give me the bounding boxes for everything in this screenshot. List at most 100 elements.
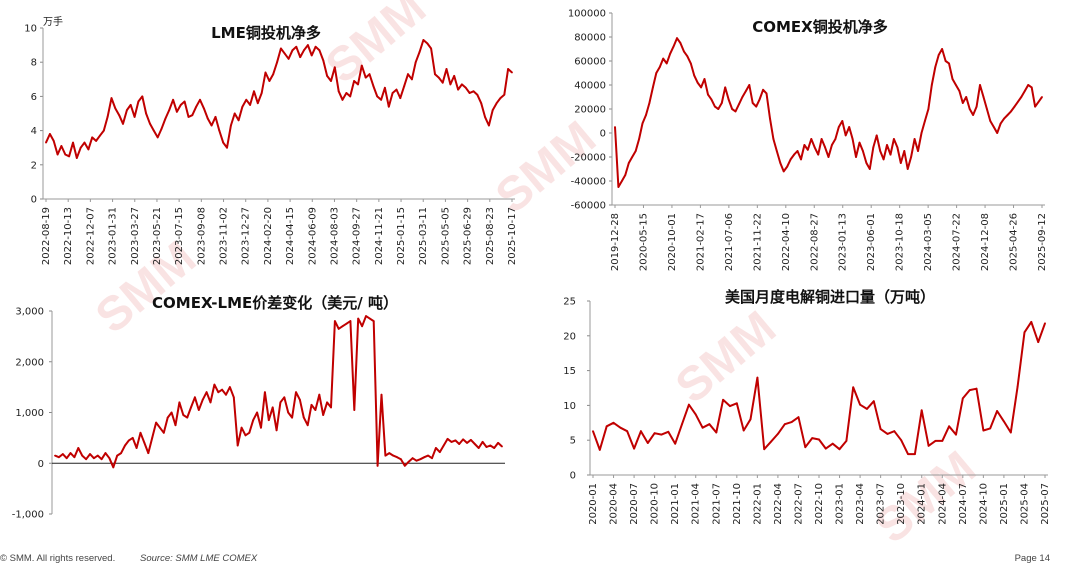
data-point — [233, 112, 236, 115]
data-point — [714, 105, 716, 108]
data-point — [831, 442, 834, 445]
data-point — [418, 51, 421, 53]
data-point — [310, 54, 313, 57]
chart-title: 美国月度电解铜进口量（万吨） — [725, 288, 935, 306]
data-point — [765, 92, 768, 95]
data-point — [626, 430, 629, 433]
data-point — [395, 88, 398, 91]
data-point — [627, 162, 630, 164]
data-point — [818, 438, 820, 441]
data-point — [1013, 105, 1016, 108]
data-point — [314, 45, 317, 48]
data-point — [686, 55, 689, 58]
data-point — [166, 416, 169, 419]
data-point — [276, 61, 278, 64]
x-tick-label: 2023-07-15 — [174, 207, 185, 265]
data-point — [206, 117, 209, 120]
data-point — [493, 447, 496, 449]
data-point — [112, 466, 115, 469]
data-point — [941, 440, 944, 442]
data-point — [446, 438, 449, 440]
data-point — [889, 153, 892, 156]
data-point — [380, 98, 382, 101]
data-point — [811, 437, 814, 439]
data-point — [681, 423, 683, 426]
data-point — [824, 146, 826, 149]
data-point — [900, 439, 903, 442]
data-point — [624, 174, 627, 176]
data-point — [145, 112, 148, 115]
y-tick-label: 40000 — [574, 81, 606, 92]
data-point — [612, 421, 615, 424]
data-point — [306, 424, 309, 427]
data-point — [989, 120, 992, 122]
data-point — [69, 452, 72, 454]
x-tick-label: 2022-08-27 — [809, 213, 820, 271]
data-point — [837, 126, 840, 128]
data-point — [797, 416, 800, 419]
data-point — [260, 426, 262, 429]
data-point — [299, 56, 302, 58]
data-point — [965, 96, 968, 98]
data-point — [1044, 322, 1046, 325]
data-point — [422, 39, 425, 41]
x-tick-label: 2020-04 — [609, 483, 620, 525]
data-point — [852, 386, 855, 389]
data-point — [893, 138, 895, 140]
data-point — [693, 74, 696, 77]
y-tick-label: 15 — [563, 366, 576, 377]
data-point — [95, 140, 97, 142]
data-point — [461, 83, 463, 86]
data-point — [79, 146, 82, 149]
data-point — [403, 85, 406, 87]
data-point — [1023, 90, 1026, 92]
data-point — [641, 122, 644, 125]
data-point — [982, 96, 985, 98]
data-point — [186, 416, 189, 419]
x-tick-label: 2025-04-26 — [1009, 213, 1020, 271]
data-point — [407, 460, 410, 463]
data-point — [131, 437, 134, 439]
x-tick-label: 2022-08-19 — [41, 207, 52, 265]
data-point — [986, 108, 988, 110]
data-point — [745, 90, 747, 92]
data-point — [256, 102, 259, 105]
x-tick-label: 2020-01 — [588, 483, 599, 525]
data-point — [349, 320, 352, 322]
data-point — [858, 141, 861, 144]
data-point — [511, 71, 513, 74]
y-tick-label: 10 — [563, 401, 576, 412]
data-point — [230, 124, 232, 127]
data-point — [961, 102, 964, 104]
data-point — [735, 402, 738, 405]
data-point — [779, 162, 782, 164]
data-point — [907, 453, 909, 455]
data-point — [1023, 331, 1026, 334]
data-point — [855, 156, 857, 158]
data-point — [700, 86, 702, 89]
data-point — [906, 168, 909, 170]
data-point — [372, 85, 375, 87]
data-point — [992, 126, 995, 128]
data-point — [961, 397, 964, 400]
data-point — [341, 98, 344, 101]
y-tick-label: 100000 — [568, 9, 606, 20]
data-point — [927, 444, 930, 447]
x-tick-label: 2021-02-17 — [695, 213, 706, 271]
data-point — [920, 132, 923, 134]
data-point — [419, 458, 422, 461]
data-point — [679, 42, 682, 44]
data-point — [638, 138, 640, 140]
data-point — [280, 47, 282, 50]
data-point — [592, 430, 594, 433]
y-tick-label: -60000 — [571, 201, 606, 212]
data-point — [722, 398, 724, 401]
data-point — [968, 389, 971, 391]
data-point — [272, 73, 275, 76]
x-tick-label: 2021-11-22 — [752, 213, 763, 271]
data-point — [345, 322, 348, 325]
data-point — [975, 105, 978, 108]
data-point — [485, 446, 488, 448]
data-point — [407, 73, 409, 76]
